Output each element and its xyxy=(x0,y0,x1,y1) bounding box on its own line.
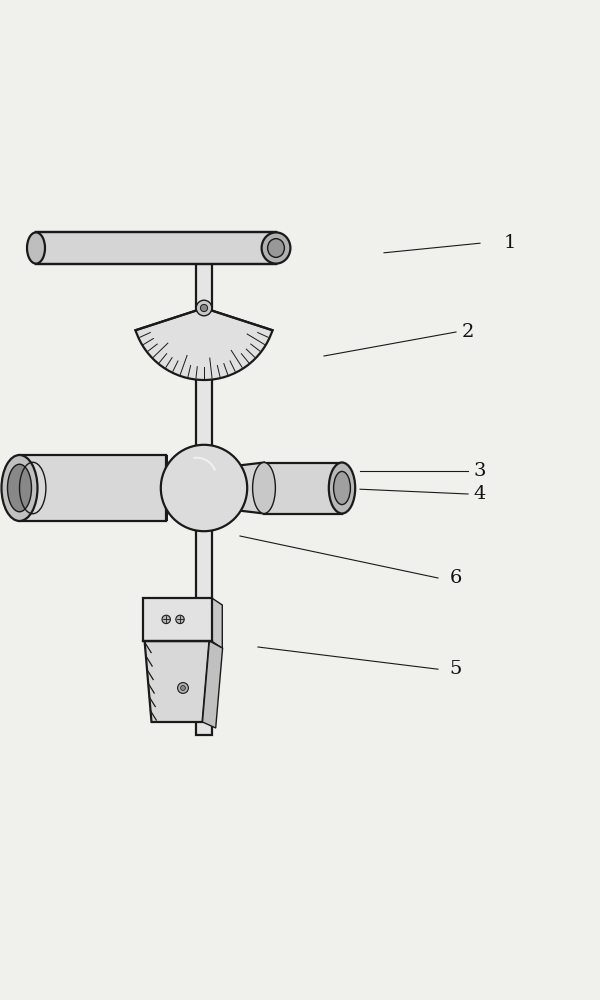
Polygon shape xyxy=(19,455,166,521)
Polygon shape xyxy=(145,641,209,722)
Polygon shape xyxy=(264,462,342,514)
Ellipse shape xyxy=(7,464,32,512)
Circle shape xyxy=(178,683,188,693)
Circle shape xyxy=(162,615,170,624)
Text: 1: 1 xyxy=(504,234,516,252)
Circle shape xyxy=(176,615,184,624)
Polygon shape xyxy=(202,641,223,728)
Polygon shape xyxy=(239,462,264,514)
Polygon shape xyxy=(143,598,212,641)
Ellipse shape xyxy=(1,455,37,521)
Text: 5: 5 xyxy=(450,660,462,678)
Text: 2: 2 xyxy=(462,323,474,341)
Ellipse shape xyxy=(262,232,290,264)
Polygon shape xyxy=(212,598,223,648)
Text: 4: 4 xyxy=(474,485,486,503)
Ellipse shape xyxy=(329,462,355,514)
Wedge shape xyxy=(136,308,272,380)
Circle shape xyxy=(161,445,247,531)
Circle shape xyxy=(200,304,208,312)
Circle shape xyxy=(181,686,185,690)
Text: 3: 3 xyxy=(474,462,486,480)
Polygon shape xyxy=(166,455,167,521)
Ellipse shape xyxy=(268,239,284,257)
Polygon shape xyxy=(196,257,212,735)
Ellipse shape xyxy=(253,462,275,514)
Text: 6: 6 xyxy=(450,569,462,587)
Circle shape xyxy=(196,300,212,316)
Ellipse shape xyxy=(27,232,45,264)
Ellipse shape xyxy=(334,471,350,505)
Polygon shape xyxy=(36,232,276,264)
